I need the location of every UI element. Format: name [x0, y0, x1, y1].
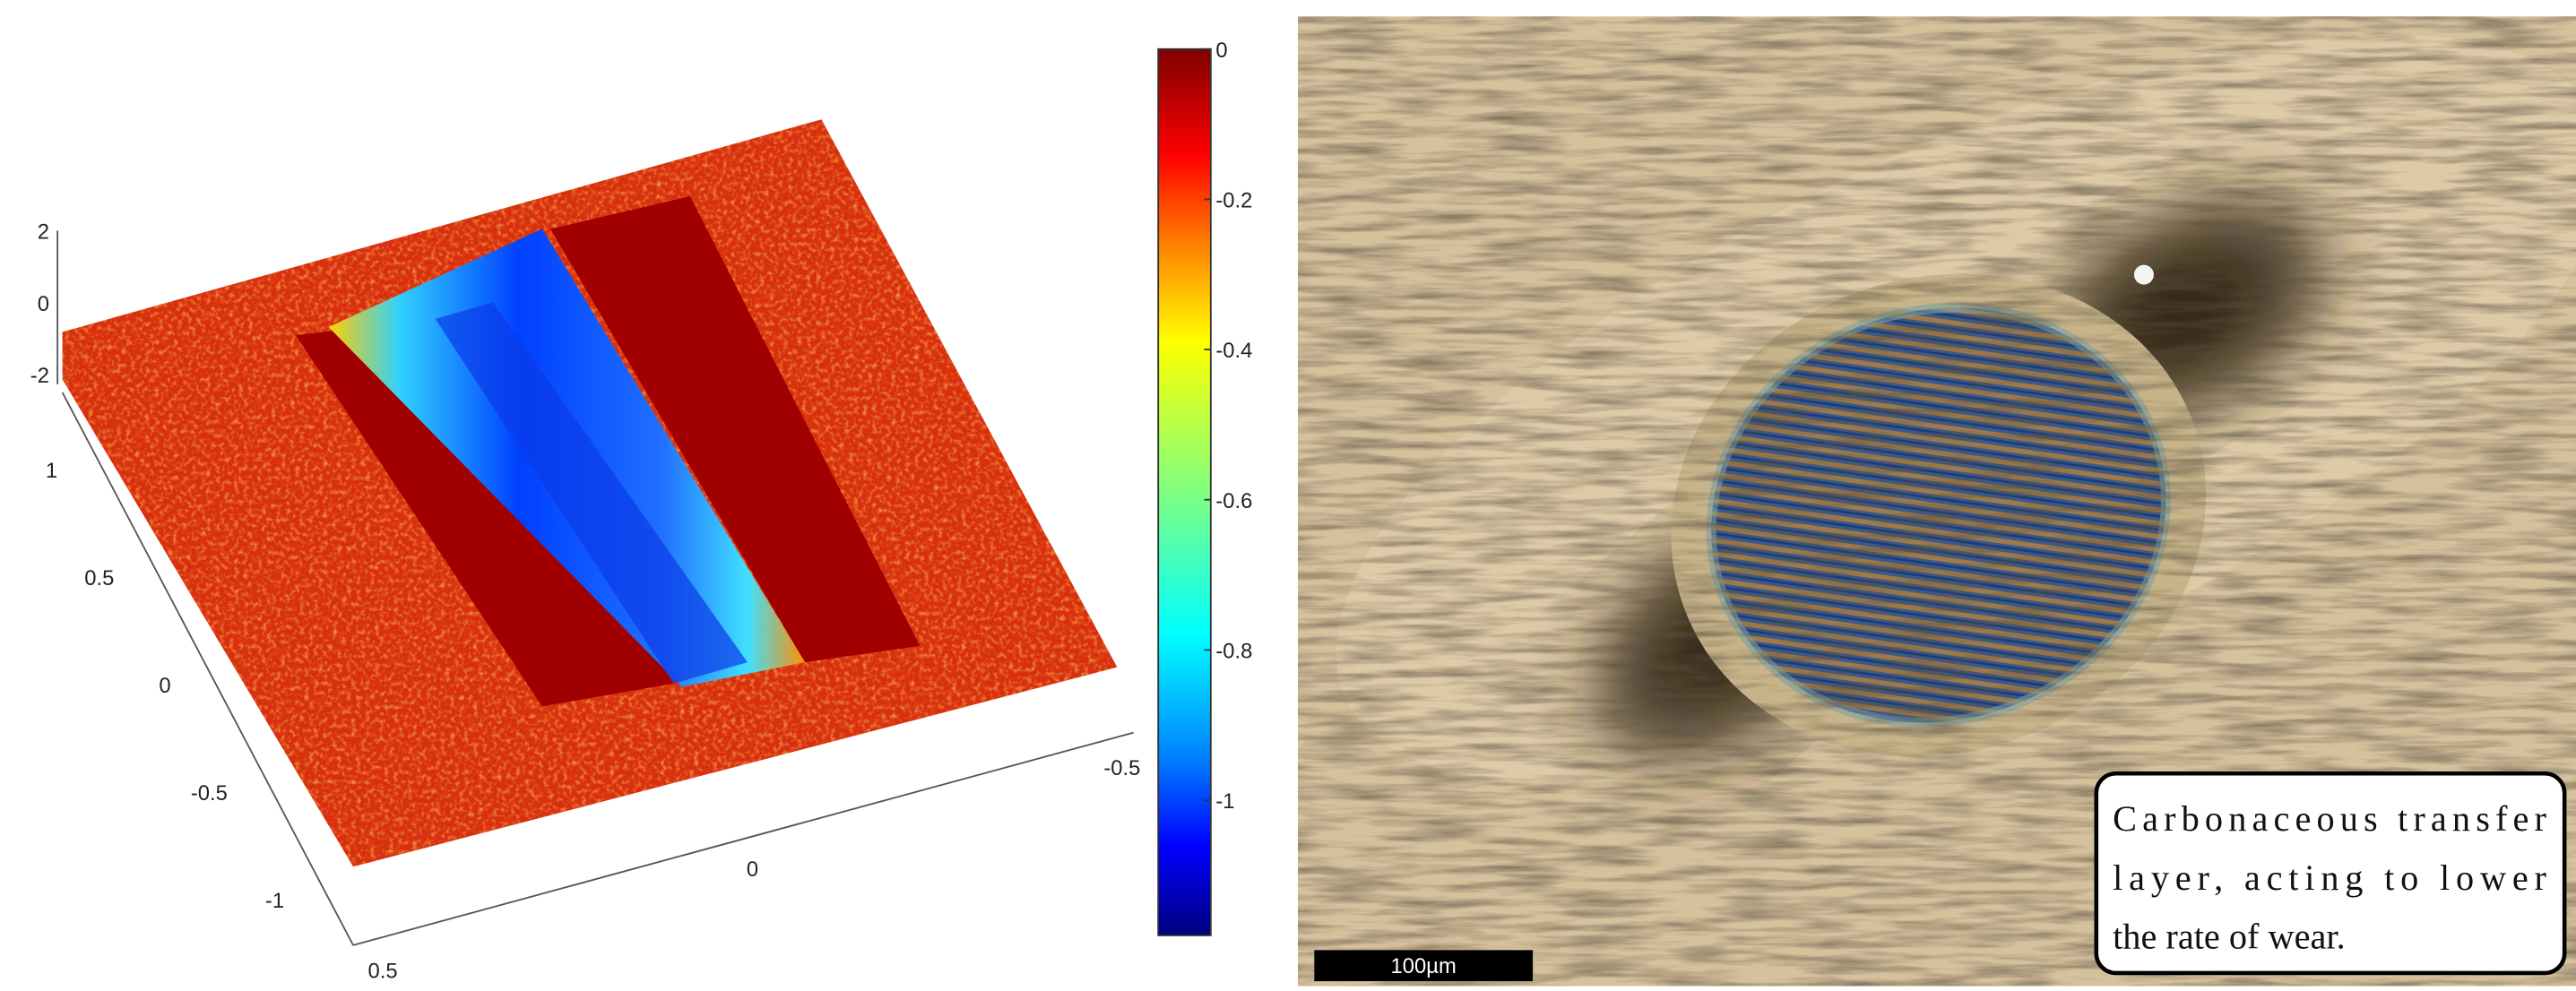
- colorbar: [1158, 49, 1211, 935]
- y-tick-label: 1: [46, 459, 57, 483]
- x-tick-label: 0: [747, 857, 758, 882]
- page: {"surface_plot":{"z_ticks":[2,0,-2],"y_t…: [0, 0, 2576, 991]
- y-tick-label: -0.5: [191, 781, 228, 806]
- colorbar-tick-label: -0.4: [1215, 339, 1252, 363]
- colorbar-tick-label: -0.6: [1215, 489, 1252, 513]
- colorbar-tick-label: -0.8: [1215, 640, 1252, 664]
- annotation-line: the rate of wear.: [2113, 917, 2346, 957]
- y-tick-label: 0: [159, 674, 170, 698]
- x-tick-label: -0.5: [1103, 756, 1140, 780]
- colorbar-tick-label: -1: [1215, 789, 1234, 814]
- scale-bar-label: 100µm: [1391, 954, 1457, 978]
- x-tick-label: 0.5: [368, 959, 398, 983]
- z-tick-label: 2: [38, 220, 49, 245]
- surface-plot: 2 0 -2 1 0.5 0 -0.5 -1 0.5 0 -0.5 0 -0.2 -0.4 -0.6 -0.…: [30, 39, 1253, 983]
- y-tick-label: 0.5: [84, 566, 114, 590]
- figure: 2 0 -2 1 0.5 0 -0.5 -1 0.5 0 -0.5 0 -0.2 -0.4 -0.6 -0.…: [0, 0, 2576, 991]
- colorbar-tick-label: 0: [1215, 39, 1227, 63]
- z-tick-label: 0: [38, 292, 49, 316]
- annotation-line: layer, acting to lower: [2113, 857, 2546, 898]
- y-tick-label: -1: [265, 889, 284, 913]
- colorbar-tick-label: -0.2: [1215, 189, 1252, 213]
- particle: [2134, 265, 2154, 285]
- z-tick-label: -2: [30, 364, 49, 388]
